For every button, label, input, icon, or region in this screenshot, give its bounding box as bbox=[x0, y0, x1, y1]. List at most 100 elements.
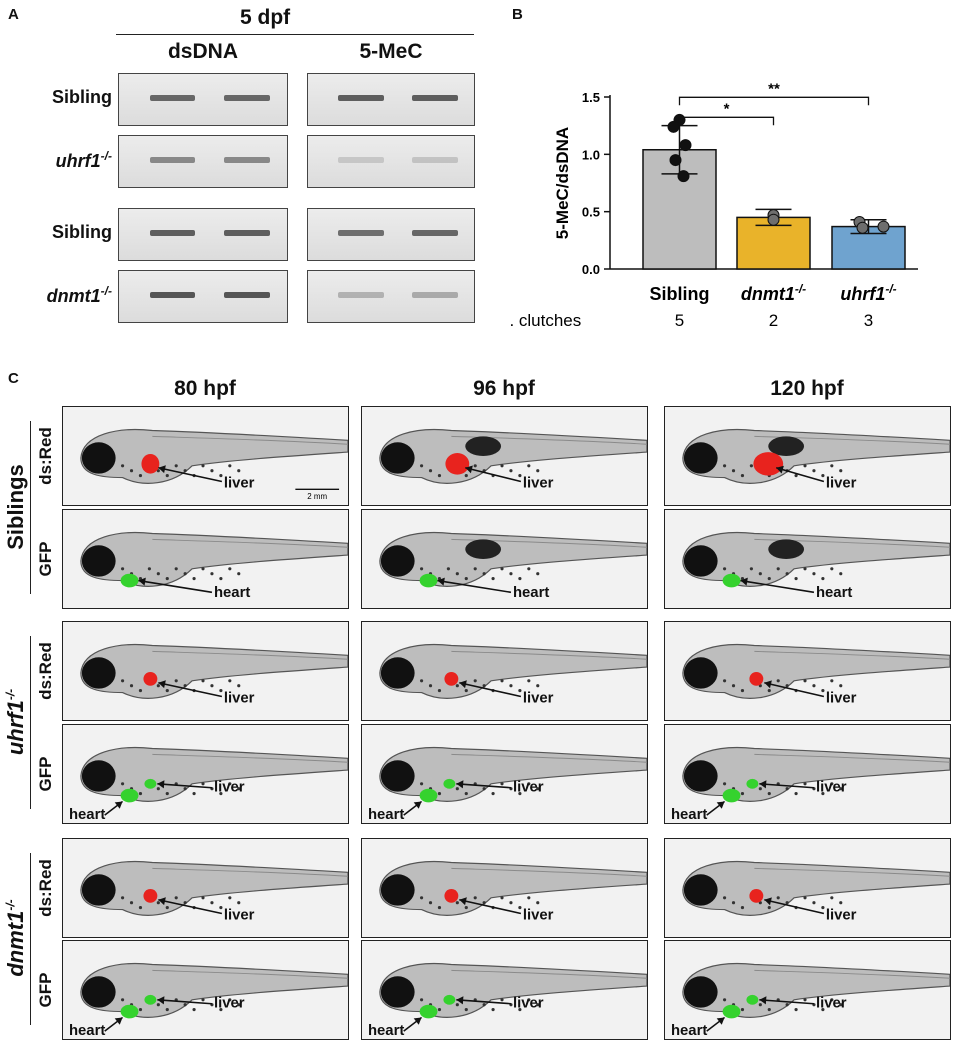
liver-arrow bbox=[764, 898, 825, 915]
notochord bbox=[152, 969, 348, 979]
pigment-speck bbox=[174, 679, 178, 683]
pigment-speck bbox=[237, 787, 241, 791]
larva-image: liver heart bbox=[361, 724, 648, 824]
blot-band bbox=[224, 95, 271, 101]
pigment-speck bbox=[219, 1008, 223, 1012]
pigment-speck bbox=[482, 787, 486, 791]
liver-arrow-head bbox=[158, 680, 166, 689]
heart-signal bbox=[419, 788, 438, 803]
pigment-speck bbox=[455, 1003, 459, 1007]
pigment-speck bbox=[156, 469, 160, 473]
pigment-speck bbox=[527, 782, 531, 786]
pigment-speck bbox=[201, 782, 205, 786]
larva-image: liver bbox=[361, 621, 648, 721]
pigment-speck bbox=[464, 577, 468, 581]
notochord bbox=[451, 867, 647, 877]
pigment-speck bbox=[491, 1008, 495, 1012]
heart-label: heart bbox=[513, 585, 549, 601]
pigment-speck bbox=[518, 577, 522, 581]
pigment-speck bbox=[509, 901, 513, 905]
pigment-speck bbox=[428, 684, 433, 688]
liver-signal bbox=[749, 888, 764, 903]
pigment-speck bbox=[794, 577, 798, 581]
liver-arrow-head bbox=[764, 680, 772, 689]
genotype-label: Siblings bbox=[3, 463, 28, 550]
pigment-speck bbox=[138, 792, 143, 796]
larva-body bbox=[682, 644, 950, 699]
pigment-speck bbox=[518, 689, 522, 693]
larva-image: liver heart bbox=[664, 940, 951, 1040]
liver-signal bbox=[141, 454, 160, 474]
pigment-speck bbox=[192, 577, 196, 581]
pigment-speck bbox=[228, 896, 232, 900]
pigment-speck bbox=[758, 1003, 762, 1007]
liver-label: liver bbox=[816, 996, 847, 1012]
pigment-speck bbox=[455, 684, 459, 688]
stage-rule bbox=[116, 34, 474, 35]
timepoint-header: 80 hpf bbox=[174, 377, 236, 400]
panel-c-letter: C bbox=[8, 370, 19, 387]
pigment-speck bbox=[509, 572, 513, 576]
notochord bbox=[152, 435, 348, 445]
liver-arrow bbox=[759, 783, 815, 789]
heart-arrow-head bbox=[740, 577, 748, 586]
pigment-speck bbox=[722, 998, 727, 1002]
timepoint-header: 120 hpf bbox=[770, 377, 844, 400]
liver-label: liver bbox=[826, 907, 857, 923]
data-point bbox=[679, 139, 692, 152]
data-point bbox=[767, 213, 780, 226]
pigment-speck bbox=[740, 474, 745, 478]
pigment-speck bbox=[183, 901, 187, 905]
heart-arrow-head bbox=[413, 1017, 422, 1025]
larva-image: liver heart bbox=[62, 940, 349, 1040]
pigment-speck bbox=[228, 782, 232, 786]
heart-arrow-head bbox=[716, 1017, 725, 1025]
eye bbox=[683, 976, 718, 1008]
pigment-speck bbox=[174, 567, 178, 571]
pigment-speck bbox=[228, 567, 232, 571]
pigment-speck bbox=[419, 782, 424, 786]
pigment-speck bbox=[228, 679, 232, 683]
pigment-speck bbox=[201, 679, 205, 683]
pigment-speck bbox=[803, 679, 807, 683]
eye bbox=[81, 442, 116, 474]
pigment-speck bbox=[237, 684, 241, 688]
blot-band bbox=[224, 230, 271, 236]
larva-body bbox=[80, 861, 348, 916]
heart-signal bbox=[722, 573, 741, 588]
notochord bbox=[754, 867, 950, 877]
liver-signal bbox=[443, 778, 456, 789]
scale-bar-label: 2 mm bbox=[307, 492, 327, 501]
pigment-speck bbox=[491, 792, 495, 796]
liver-label: liver bbox=[513, 780, 544, 796]
pigment-speck bbox=[518, 1008, 522, 1012]
liver-arrow bbox=[465, 466, 522, 483]
pigment-speck bbox=[120, 998, 125, 1002]
swim-bladder bbox=[768, 539, 805, 559]
data-point bbox=[669, 154, 682, 167]
pigment-speck bbox=[464, 1008, 468, 1012]
pigment-speck bbox=[201, 998, 205, 1002]
notochord bbox=[451, 538, 647, 548]
pigment-speck bbox=[722, 679, 727, 683]
liver-arrow bbox=[775, 467, 825, 483]
larva-image: liver bbox=[361, 406, 648, 506]
pigment-speck bbox=[219, 689, 223, 693]
heart-signal bbox=[120, 788, 139, 803]
pigment-speck bbox=[722, 464, 727, 468]
notochord bbox=[451, 969, 647, 979]
liver-arrow bbox=[459, 681, 522, 698]
heart-arrow bbox=[740, 579, 815, 594]
blot-membrane bbox=[118, 73, 288, 126]
pigment-speck bbox=[419, 896, 424, 900]
eye bbox=[380, 976, 415, 1008]
liver-signal bbox=[444, 671, 459, 686]
pigment-speck bbox=[794, 792, 798, 796]
eye bbox=[380, 545, 415, 577]
pigment-speck bbox=[839, 787, 843, 791]
notochord bbox=[152, 753, 348, 763]
blot-membrane bbox=[118, 270, 288, 323]
pigment-speck bbox=[437, 906, 442, 910]
pigment-speck bbox=[776, 679, 780, 683]
eye bbox=[81, 976, 116, 1008]
